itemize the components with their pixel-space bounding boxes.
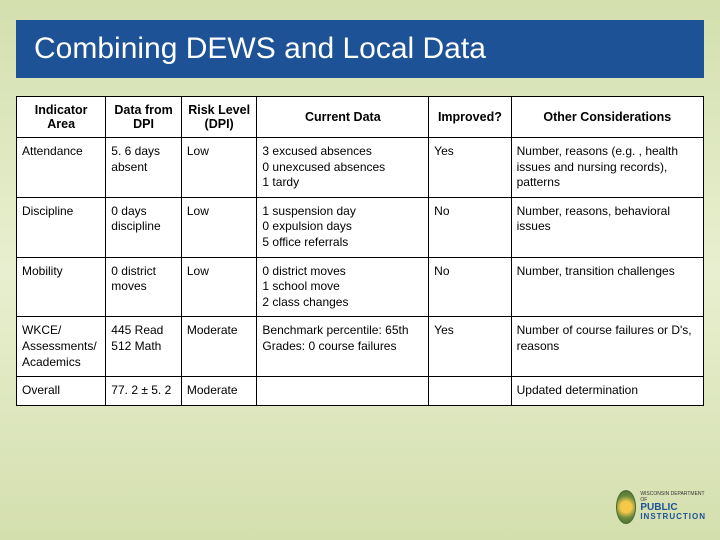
cell-dpi: 445 Read512 Math bbox=[106, 317, 182, 377]
slide-title: Combining DEWS and Local Data bbox=[16, 20, 704, 78]
cell-other: Number, reasons, behavioral issues bbox=[511, 197, 703, 257]
dpi-logo-emblem-icon bbox=[616, 490, 636, 524]
logo-line3: INSTRUCTION bbox=[640, 513, 706, 521]
col-header-dpi: Data from DPI bbox=[106, 97, 182, 138]
cell-indicator: WKCE/ Assessments/ Academics bbox=[17, 317, 106, 377]
dpi-logo: WISCONSIN DEPARTMENT OF PUBLIC INSTRUCTI… bbox=[616, 482, 706, 532]
cell-current: Benchmark percentile: 65thGrades: 0 cour… bbox=[257, 317, 429, 377]
col-header-risk: Risk Level (DPI) bbox=[181, 97, 257, 138]
cell-risk: Low bbox=[181, 197, 257, 257]
dpi-logo-text: WISCONSIN DEPARTMENT OF PUBLIC INSTRUCTI… bbox=[640, 492, 706, 521]
cell-improved: Yes bbox=[429, 138, 511, 198]
cell-other: Number of course failures or D's, reason… bbox=[511, 317, 703, 377]
cell-dpi: 0 days discipline bbox=[106, 197, 182, 257]
cell-risk: Moderate bbox=[181, 377, 257, 406]
table-row: Overall 77. 2 ± 5. 2 Moderate Updated de… bbox=[17, 377, 704, 406]
cell-improved bbox=[429, 377, 511, 406]
cell-current: 1 suspension day0 expulsion days5 office… bbox=[257, 197, 429, 257]
cell-other: Number, transition challenges bbox=[511, 257, 703, 317]
table-row: WKCE/ Assessments/ Academics 445 Read512… bbox=[17, 317, 704, 377]
table-row: Discipline 0 days discipline Low 1 suspe… bbox=[17, 197, 704, 257]
col-header-indicator: Indicator Area bbox=[17, 97, 106, 138]
cell-other: Updated determination bbox=[511, 377, 703, 406]
cell-improved: No bbox=[429, 197, 511, 257]
slide-container: Combining DEWS and Local Data Indicator … bbox=[0, 0, 720, 540]
table-header-row: Indicator Area Data from DPI Risk Level … bbox=[17, 97, 704, 138]
cell-indicator: Overall bbox=[17, 377, 106, 406]
cell-risk: Low bbox=[181, 138, 257, 198]
cell-indicator: Mobility bbox=[17, 257, 106, 317]
cell-dpi: 0 district moves bbox=[106, 257, 182, 317]
data-table: Indicator Area Data from DPI Risk Level … bbox=[16, 96, 704, 406]
cell-indicator: Attendance bbox=[17, 138, 106, 198]
cell-dpi: 77. 2 ± 5. 2 bbox=[106, 377, 182, 406]
cell-risk: Low bbox=[181, 257, 257, 317]
col-header-improved: Improved? bbox=[429, 97, 511, 138]
cell-current bbox=[257, 377, 429, 406]
table-row: Mobility 0 district moves Low 0 district… bbox=[17, 257, 704, 317]
cell-improved: No bbox=[429, 257, 511, 317]
cell-improved: Yes bbox=[429, 317, 511, 377]
cell-indicator: Discipline bbox=[17, 197, 106, 257]
table-row: Attendance 5. 6 days absent Low 3 excuse… bbox=[17, 138, 704, 198]
table-body: Attendance 5. 6 days absent Low 3 excuse… bbox=[17, 138, 704, 406]
cell-risk: Moderate bbox=[181, 317, 257, 377]
cell-current: 3 excused absences0 unexcused absences1 … bbox=[257, 138, 429, 198]
col-header-other: Other Considerations bbox=[511, 97, 703, 138]
cell-dpi: 5. 6 days absent bbox=[106, 138, 182, 198]
cell-current: 0 district moves1 school move2 class cha… bbox=[257, 257, 429, 317]
col-header-current: Current Data bbox=[257, 97, 429, 138]
cell-other: Number, reasons (e.g. , health issues an… bbox=[511, 138, 703, 198]
